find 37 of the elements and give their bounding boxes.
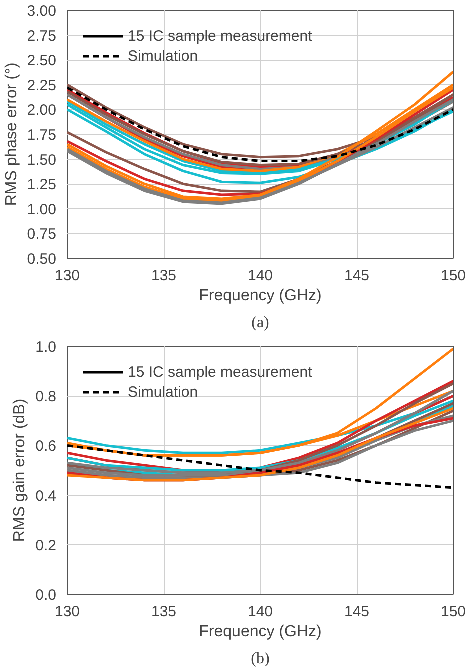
- x-tick-label: 140: [248, 604, 274, 620]
- legend-label: 15 IC sample measurement: [128, 364, 312, 380]
- y-tick-label: 2.00: [27, 102, 57, 120]
- legend-label: Simulation: [128, 384, 198, 400]
- y-tick-label: 2.25: [27, 77, 57, 94]
- y-axis-title: RMS gain error (dB): [12, 398, 29, 542]
- x-tick-label: 130: [54, 268, 80, 284]
- y-axis-title: RMS phase error (°): [3, 62, 20, 206]
- x-tick-label: 145: [344, 604, 370, 620]
- x-tick-label: 150: [440, 268, 466, 284]
- y-tick-label: 1.0: [36, 339, 57, 356]
- y-tick-label: 0.2: [36, 537, 57, 554]
- text: (a): [252, 314, 270, 332]
- x-tick-label: 150: [440, 604, 466, 620]
- x-axis-title: Frequency (GHz): [199, 624, 322, 640]
- y-tick-label: 0.0: [36, 587, 57, 604]
- legend-label: Simulation: [128, 48, 198, 64]
- text: (b): [251, 650, 270, 668]
- x-tick-label: 135: [151, 268, 177, 284]
- y-tick-label: 1.50: [27, 152, 57, 169]
- y-tick-label: 0.6: [36, 438, 57, 456]
- y-tick-label: 1.25: [27, 176, 57, 194]
- y-tick-label: 2.75: [27, 28, 57, 45]
- y-tick-label: 1.75: [27, 127, 57, 144]
- legend-label: 15 IC sample measurement: [128, 28, 312, 44]
- y-tick-label: 0.8: [36, 388, 57, 406]
- x-tick-label: 145: [344, 268, 370, 284]
- x-tick-label: 135: [151, 604, 177, 620]
- x-tick-label: 130: [54, 604, 80, 620]
- x-axis-title: Frequency (GHz): [199, 288, 322, 304]
- y-tick-label: 3.00: [27, 3, 57, 20]
- x-tick-label: 140: [248, 268, 274, 284]
- y-tick-label: 1.00: [27, 201, 57, 218]
- y-tick-label: 0.75: [27, 226, 57, 244]
- y-tick-label: 2.50: [27, 52, 57, 70]
- y-tick-label: 0.4: [36, 488, 57, 505]
- y-tick-label: 0.50: [27, 251, 57, 268]
